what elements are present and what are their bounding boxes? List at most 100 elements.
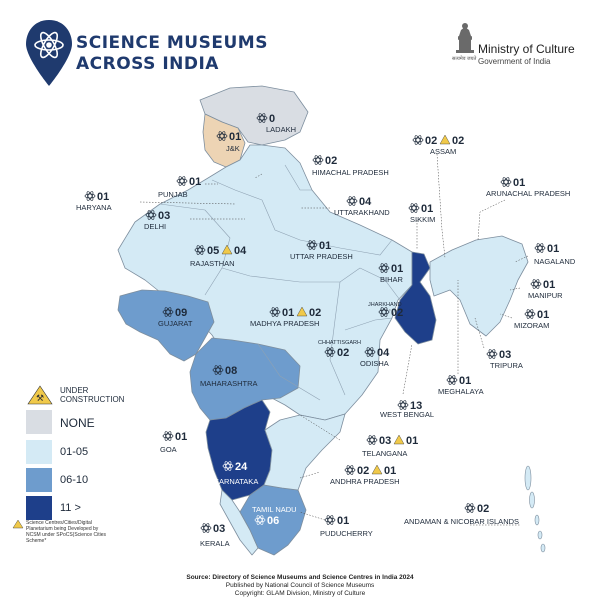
state-name: SIKKIM — [410, 215, 435, 224]
state-name: GUJARAT — [158, 319, 193, 328]
state-count: 04 — [359, 196, 372, 208]
under-construction-count: 01 — [384, 465, 396, 477]
atom-icon — [212, 365, 224, 375]
atom-icon — [324, 347, 336, 357]
andaman-island-3 — [534, 514, 540, 526]
atom-icon — [306, 240, 318, 250]
atom-icon — [378, 263, 390, 273]
state-name: UTTAR PRADESH — [290, 252, 353, 261]
state-count: 04 — [377, 347, 390, 359]
location-pin-logo — [26, 20, 72, 86]
state-count: 13 — [410, 400, 422, 412]
national-emblem-icon — [456, 23, 474, 53]
state-label-andaman-nicobar-islands: 02 ANDAMAN & NICOBAR ISLANDS — [404, 503, 519, 526]
state-count: 02 — [425, 135, 437, 147]
state-borders — [159, 164, 401, 401]
under-construction-count: 02 — [309, 307, 321, 319]
state-count: 01 — [229, 131, 241, 143]
border-up — [261, 199, 393, 256]
atom-icon — [324, 515, 336, 525]
legend-label-range1: 01-05 — [60, 446, 89, 458]
atom-icon — [344, 465, 356, 475]
state-count: 01 — [391, 263, 403, 275]
state-name: LADAKH — [266, 125, 296, 134]
ministry-name: Ministry of Culture — [478, 42, 575, 56]
state-name: KARNATAKA — [214, 477, 258, 486]
legend-under-construction-icon: ⚒ — [27, 385, 53, 405]
state-name: PUNJAB — [158, 190, 188, 199]
atom-icon — [34, 31, 64, 59]
page-title-line-2: ACROSS INDIA — [76, 54, 219, 74]
state-label-nagaland: 01 NAGALAND — [534, 243, 576, 266]
border-bihar-jharkhand — [359, 267, 401, 301]
state-count: 02 — [391, 307, 403, 319]
legend: ⚒ — [12, 385, 53, 529]
region-northeast — [429, 235, 529, 337]
state-name: TELANGANA — [362, 449, 407, 458]
andaman-islands — [524, 465, 546, 553]
state-name: KERALA — [200, 539, 230, 548]
atom-icon — [486, 349, 498, 359]
state-name: JHARKHAND — [368, 302, 402, 308]
legend-swatch-range2 — [26, 468, 52, 492]
state-count: 09 — [175, 307, 187, 319]
region-shapes — [117, 85, 529, 556]
atom-icon — [534, 243, 546, 253]
region-kerala — [219, 489, 259, 556]
state-name: DELHI — [144, 222, 166, 231]
state-count: 02 — [477, 503, 489, 515]
legend-label-range2: 06-10 — [60, 474, 89, 486]
state-name: ODISHA — [360, 359, 389, 368]
border-telangana — [257, 343, 321, 401]
atom-icon — [397, 400, 409, 410]
state-label-karnataka: 24 KARNATAKA — [214, 461, 258, 486]
atom-icon — [162, 431, 174, 441]
state-name: WEST BENGAL — [380, 410, 434, 419]
state-count: 02 — [337, 347, 349, 359]
atom-icon — [408, 203, 420, 213]
state-count: 01 — [97, 191, 109, 203]
page-title-line-1: SCIENCE MUSEUMS — [76, 33, 268, 53]
state-label-puducherry: 01 PUDUCHERRY — [320, 515, 373, 538]
state-name: MEGHALAYA — [438, 387, 484, 396]
leader-wb — [402, 343, 413, 395]
legend-label-range3: 11 > — [60, 502, 81, 514]
source-line: Source: Directory of Science Museums and… — [186, 574, 414, 581]
under-construction-icon — [439, 134, 451, 145]
state-name: ANDAMAN & NICOBAR ISLANDS — [404, 517, 519, 526]
andaman-island-1 — [524, 465, 532, 491]
state-count: 01 — [189, 176, 201, 188]
state-label-goa: 01 GOA — [160, 431, 187, 454]
under-construction-count: 01 — [406, 435, 418, 447]
state-label-telangana: 03 01 TELANGANA — [362, 434, 418, 458]
state-count: 01 — [337, 515, 349, 527]
atom-icon — [412, 135, 424, 145]
state-count: 0 — [269, 113, 275, 125]
leader-assam — [436, 153, 446, 259]
state-name: BIHAR — [380, 275, 404, 284]
svg-text:⚒: ⚒ — [36, 393, 44, 403]
legend-footnote: Science Centres/Cities/Digital Planetari… — [26, 520, 107, 544]
border-odisha — [344, 317, 393, 331]
andaman-island-5 — [540, 543, 546, 553]
state-count: 06 — [267, 515, 279, 527]
atom-icon — [145, 210, 157, 220]
state-count: 01 — [513, 177, 525, 189]
leader-tripura — [474, 317, 485, 349]
state-name: MANIPUR — [528, 291, 563, 300]
atom-icon — [269, 307, 281, 317]
state-name: TRIPURA — [490, 361, 523, 370]
